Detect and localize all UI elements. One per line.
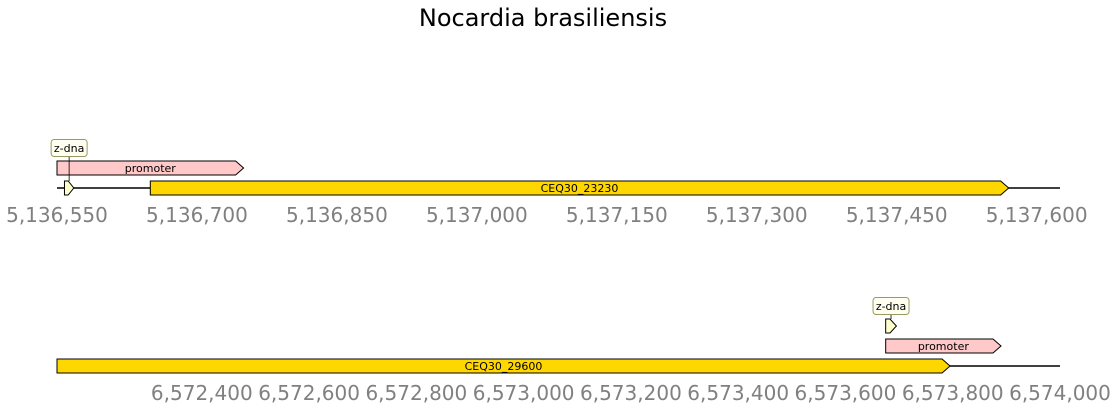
axis-tick-label: 6,573,600 [795,381,897,405]
z-dna-label-box [50,139,88,157]
promoter-label: promoter [918,340,970,353]
z-dna-label: z-dna [876,300,906,313]
figure-title: Nocardia brasiliensis [419,4,667,32]
axis-tick-label: 5,137,000 [426,203,528,227]
gene-feature [56,358,951,374]
axis-tick-label: 6,574,000 [1009,381,1111,405]
axis-tick-label: 6,572,800 [365,381,467,405]
axis-tick-label: 5,137,450 [846,203,948,227]
z-dna-feature [885,318,898,334]
promoter-label: promoter [125,162,177,175]
promoter-feature [56,160,245,176]
axis-tick-label: 6,572,600 [258,381,360,405]
axis-tick-label: 6,573,000 [473,381,575,405]
gene-feature [149,180,1010,196]
axis-tick-label: 6,573,200 [580,381,682,405]
axis-tick-label: 6,573,800 [902,381,1004,405]
track-2: CEQ30_29600 promoter z-dna 6,572,400 6,572,6… [56,297,1111,405]
track-1: CEQ30_23230 promoter z-dna 5,136,550 5,136,7… [6,139,1088,227]
axis-tick-label: 5,136,850 [286,203,388,227]
z-dna-label-box [872,297,910,315]
axis-tick-label: 5,137,300 [706,203,808,227]
axis-tick-label: 5,137,150 [566,203,668,227]
z-dna-label: z-dna [54,142,84,155]
axis-tick-label: 5,136,700 [146,203,248,227]
gene-label: CEQ30_23230 [541,182,619,195]
axis-tick-label: 5,136,550 [6,203,108,227]
z-dna-feature [63,180,75,196]
promoter-feature [885,338,1002,354]
axis-tick-label: 6,573,400 [687,381,789,405]
axis-tick-label: 5,137,600 [986,203,1088,227]
axis-tick-label: 6,572,400 [151,381,253,405]
gene-label: CEQ30_29600 [465,360,543,373]
